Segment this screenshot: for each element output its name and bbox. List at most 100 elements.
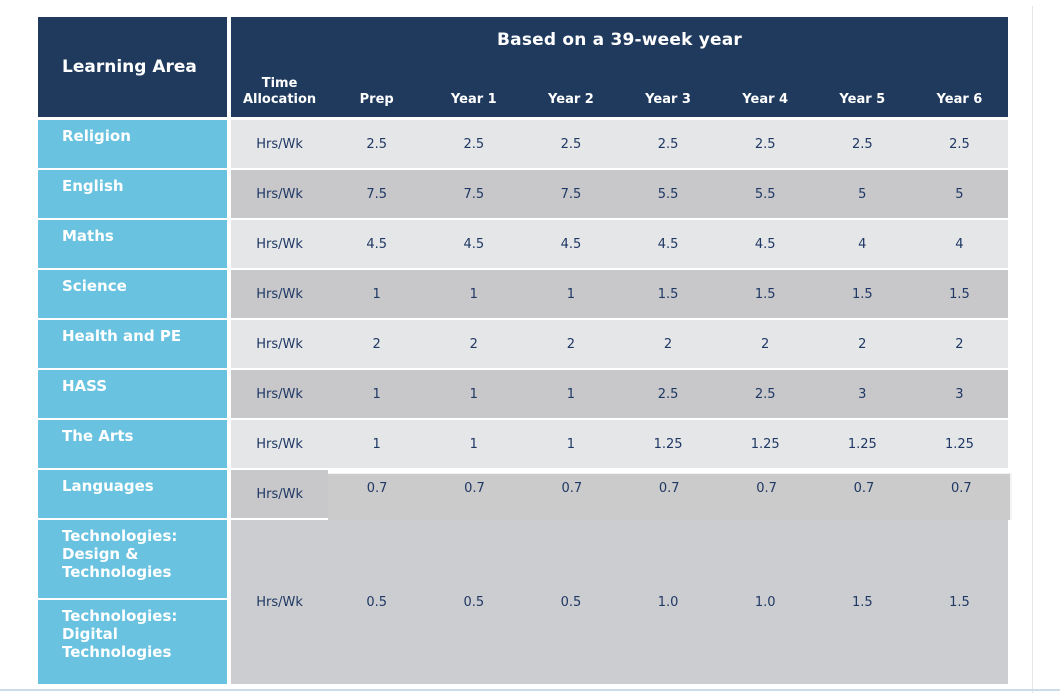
value-cell: 2 <box>761 336 770 352</box>
column-header-prep: Prep <box>359 91 394 107</box>
value-cell: 2 <box>858 336 867 352</box>
time-allocation-table: Learning Area Based on a 39-week year Ti… <box>38 17 1012 684</box>
value-cell: 7.5 <box>463 186 485 202</box>
table-row-science: Science Hrs/Wk 1 1 1 1.5 1.5 1.5 1.5 <box>38 270 1008 318</box>
value-cell: 7.5 <box>560 186 582 202</box>
table-row-english: English Hrs/Wk 7.5 7.5 7.5 5.5 5.5 5 5 <box>38 170 1008 218</box>
value-cell: 2 <box>372 336 381 352</box>
unit-cell: Hrs/Wk <box>256 594 303 610</box>
value-cell: 0.7 <box>853 481 875 496</box>
value-cell: 1 <box>566 436 576 452</box>
value-cell: 1.0 <box>657 594 679 610</box>
page-right-edge-line <box>1032 6 1033 693</box>
value-cell: 0.7 <box>366 481 388 496</box>
value-cell: 2.5 <box>851 136 873 152</box>
value-cell: 2 <box>663 336 673 352</box>
table-row-religion: Religion Hrs/Wk 2.5 2.5 2.5 2.5 2.5 2.5 … <box>38 120 1008 168</box>
value-cell: 0.5 <box>560 594 582 610</box>
value-cell: 2.5 <box>366 136 388 152</box>
unit-cell: Hrs/Wk <box>231 470 329 518</box>
row-label-design-technologies: Technologies: Design & Technologies <box>38 520 227 598</box>
table-row-hass: HASS Hrs/Wk 1 1 1 2.5 2.5 3 3 <box>38 370 1008 418</box>
row-label: HASS <box>38 370 227 418</box>
unit-cell: Hrs/Wk <box>256 336 303 352</box>
value-cell: 1.25 <box>847 436 877 452</box>
value-cell: 4.5 <box>560 236 582 252</box>
value-cell: 5 <box>955 186 964 202</box>
unit-cell: Hrs/Wk <box>256 136 303 152</box>
value-cell: 1 <box>566 386 576 402</box>
unit-cell: Hrs/Wk <box>256 286 303 302</box>
value-cell: 1 <box>469 436 478 452</box>
value-cell: 1 <box>469 286 478 302</box>
value-cell: 0.7 <box>561 481 583 496</box>
value-cell: 1.25 <box>653 436 683 452</box>
value-cell: 0.7 <box>464 481 485 496</box>
technologies-labels: Technologies: Design & Technologies Tech… <box>38 520 227 684</box>
value-cell: 1.5 <box>657 286 679 302</box>
value-cell: 2.5 <box>463 136 485 152</box>
value-cell: 1 <box>372 436 381 452</box>
table-header: Learning Area Based on a 39-week year Ti… <box>38 17 1008 117</box>
value-cell: 1.5 <box>851 286 873 302</box>
row-label: The Arts <box>38 420 227 468</box>
value-cell: 4 <box>858 236 867 252</box>
value-cell: 3 <box>858 386 867 402</box>
table-row-health-and-pe: Health and PE Hrs/Wk 2 2 2 2 2 2 2 <box>38 320 1008 368</box>
row-values: Hrs/Wk 1 1 1 1.25 1.25 1.25 1.25 <box>231 420 1008 468</box>
value-cell: 2 <box>566 336 576 352</box>
value-cell: 2 <box>955 336 964 352</box>
column-header-year-6: Year 6 <box>936 91 983 107</box>
unit-cell: Hrs/Wk <box>256 436 303 452</box>
value-cell: 7.5 <box>366 186 388 202</box>
unit-cell: Hrs/Wk <box>256 236 303 252</box>
page-bottom-edge-line <box>0 689 1060 691</box>
row-values: Hrs/Wk 1 1 1 2.5 2.5 3 3 <box>231 370 1008 418</box>
value-cell: 1.5 <box>851 594 873 610</box>
value-cell: 1.5 <box>949 286 970 302</box>
table-row-technologies: Technologies: Design & Technologies Tech… <box>38 520 1008 684</box>
row-values: Hrs/Wk 2.5 2.5 2.5 2.5 2.5 2.5 2.5 <box>231 120 1008 168</box>
table-row-languages: Languages Hrs/Wk 0.7 0.7 0.7 0.7 0.7 0.7… <box>38 470 1012 520</box>
value-cell: 0.7 <box>950 481 972 496</box>
value-cell: 0.5 <box>463 594 485 610</box>
corner-header: Learning Area <box>38 17 227 117</box>
value-cell: 2.5 <box>560 136 582 152</box>
value-cell: 5.5 <box>754 186 776 202</box>
languages-overlay-box: 0.7 0.7 0.7 0.7 0.7 0.7 0.7 <box>328 473 1012 520</box>
header-right: Based on a 39-week year Time Allocation … <box>231 17 1008 117</box>
value-cell: 2.5 <box>657 386 679 402</box>
value-cell: 2 <box>469 336 478 352</box>
unit-cell: Hrs/Wk <box>256 386 303 402</box>
column-header-year-4: Year 4 <box>742 91 789 107</box>
value-cell: 4 <box>955 236 964 252</box>
span-header: Based on a 39-week year <box>496 30 743 50</box>
row-label: English <box>38 170 227 218</box>
value-cell: 0.7 <box>756 481 777 496</box>
value-cell: 4.5 <box>463 236 485 252</box>
value-cell: 1.5 <box>949 594 970 610</box>
value-cell: 1.5 <box>754 286 776 302</box>
value-cell: 1 <box>566 286 576 302</box>
row-label: Health and PE <box>38 320 227 368</box>
row-label: Science <box>38 270 227 318</box>
column-header-year-5: Year 5 <box>839 91 886 107</box>
row-values: Hrs/Wk 0.5 0.5 0.5 1.0 1.0 1.5 1.5 <box>231 520 1008 684</box>
column-headers: Time Allocation Prep Year 1 Year 2 Year … <box>231 50 1008 117</box>
row-values: Hrs/Wk 2 2 2 2 2 2 2 <box>231 320 1008 368</box>
value-cell: 4.5 <box>657 236 679 252</box>
value-cell: 1 <box>469 386 478 402</box>
row-values: Hrs/Wk 7.5 7.5 7.5 5.5 5.5 5 5 <box>231 170 1008 218</box>
value-cell: 0.5 <box>366 594 388 610</box>
row-values: Hrs/Wk 1 1 1 1.5 1.5 1.5 1.5 <box>231 270 1008 318</box>
value-cell: 1.0 <box>754 594 776 610</box>
value-cell: 4.5 <box>366 236 388 252</box>
value-cell: 2.5 <box>657 136 679 152</box>
value-cell: 1.25 <box>750 436 780 452</box>
value-cell: 1 <box>372 386 381 402</box>
unit-cell: Hrs/Wk <box>256 186 303 202</box>
column-header-year-3: Year 3 <box>645 91 691 107</box>
table-row-the-arts: The Arts Hrs/Wk 1 1 1 1.25 1.25 1.25 1.2… <box>38 420 1008 468</box>
column-header-time-allocation: Time Allocation <box>242 75 317 107</box>
